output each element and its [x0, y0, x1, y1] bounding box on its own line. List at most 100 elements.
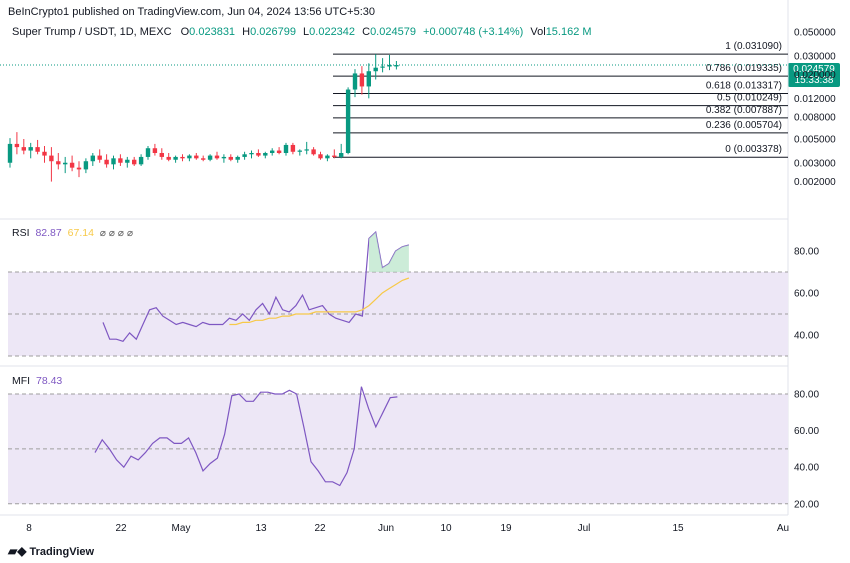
eye-off-icon[interactable]: ⌀ [117, 228, 124, 239]
ohlc-change: +0.000748 (+3.14%) [423, 26, 524, 38]
ohlc-open-label: O [180, 26, 190, 38]
candle-body [180, 156, 185, 159]
volume-value: 15.162 M [545, 26, 592, 38]
price-tick-label: 0.005000 [794, 135, 836, 146]
candle-body [49, 155, 54, 162]
candle-body [214, 155, 220, 159]
price-axis: 0.050000 0.030000 0.020000 0.012000 0.008000… [794, 28, 836, 189]
ohlc-high-value: 0.026799 [250, 26, 296, 38]
rsi-value: 82.87 [35, 227, 62, 239]
candle-body [35, 147, 40, 152]
fib-level-label: 0.5 (0.010249) [717, 93, 782, 104]
candle-body [270, 150, 275, 154]
ohlc-high-label: H [242, 26, 251, 38]
eye-off-icon[interactable]: ⌀ [126, 228, 133, 239]
ohlc-low-value: 0.022342 [309, 26, 356, 38]
fib-level-label: 0.786 (0.019335) [706, 63, 782, 74]
candle-body [276, 150, 282, 154]
last-price-value: 0.024579 [793, 64, 835, 75]
candle-body [318, 154, 323, 159]
candle-body [194, 155, 199, 159]
eye-off-icon[interactable]: ⌀ [108, 228, 115, 239]
candle-body [283, 144, 289, 154]
candle-body [104, 159, 109, 165]
candle-body [325, 155, 330, 159]
candle-body [359, 73, 365, 87]
ohlc-close-label: C [362, 26, 371, 38]
price-tick-label: 0.003000 [794, 158, 836, 169]
candle-body [394, 65, 399, 67]
time-tick-label: 13 [255, 523, 267, 534]
candle-body [235, 156, 240, 160]
candle-body [132, 159, 137, 165]
volume-label: Vol [530, 26, 546, 38]
candle-body [111, 158, 116, 165]
mfi-line [94, 386, 398, 487]
candle-body [332, 155, 337, 157]
candle-body [297, 150, 302, 152]
candle-body [152, 148, 158, 154]
published-line: BeInCrypto1 published on TradingView.com… [8, 6, 376, 18]
time-tick-label: 22 [115, 523, 127, 534]
candle-body [228, 156, 233, 160]
time-tick-label: 22 [314, 523, 326, 534]
candle-body [263, 153, 268, 156]
price-tick-label: 0.030000 [794, 51, 836, 62]
candle-body [304, 149, 309, 151]
time-axis: 8 22 May 13 22 Jun 10 19 Jul 15 Au [26, 523, 789, 534]
fib-retracement[interactable]: 1 (0.031090) 0.786 (0.019335) 0.618 (0.013… [333, 41, 788, 158]
candle-body [118, 158, 123, 163]
candle-body [242, 154, 247, 157]
ohlc-close-value: 0.024579 [370, 26, 416, 38]
rsi-pane: 80.00 60.00 40.00 [8, 230, 819, 357]
candle-body [173, 156, 178, 160]
candle-body [249, 153, 254, 155]
last-price-tag: 0.024579 15:33:38 [788, 63, 840, 87]
mfi-tick-label: 20.00 [794, 499, 819, 510]
candle-body [21, 147, 26, 151]
mfi-tick-label: 60.00 [794, 426, 819, 437]
oscillator-band [8, 272, 788, 356]
candle-body [187, 155, 192, 159]
candle-body [83, 161, 89, 170]
candle-body [97, 155, 102, 160]
time-tick-label: 19 [500, 523, 512, 534]
price-tick-label: 0.008000 [794, 113, 836, 124]
mfi-value: 78.43 [36, 375, 63, 387]
rsi-line-ma [229, 277, 410, 326]
candle-body [345, 89, 351, 154]
price-tick-label: 0.050000 [794, 28, 836, 39]
candle-body [7, 143, 13, 163]
mfi-label[interactable]: MFI [12, 375, 31, 387]
ohlc-open-value: 0.023831 [189, 26, 236, 38]
candle-body [221, 156, 227, 159]
candle-body [69, 162, 75, 168]
candle-body [201, 158, 206, 160]
candle-body [387, 64, 392, 67]
fib-level-label: 0.382 (0.007887) [706, 105, 782, 116]
rsi-tick-label: 40.00 [794, 331, 819, 342]
candle-body [63, 162, 68, 165]
candle-body [138, 156, 144, 165]
eye-off-icon[interactable]: ⌀ [99, 228, 106, 239]
candlestick-series [7, 54, 399, 182]
rsi-tick-label: 80.00 [794, 247, 819, 258]
rsi-line [102, 230, 410, 342]
rsi-label[interactable]: RSI [12, 227, 30, 239]
rsi-ma-value: 67.14 [67, 227, 94, 239]
time-tick-label: Au [777, 523, 789, 534]
fib-level-label: 0.618 (0.013317) [706, 80, 782, 91]
time-tick-label: May [172, 523, 191, 534]
candle-body [290, 144, 296, 152]
mfi-tick-label: 40.00 [794, 463, 819, 474]
time-tick-label: Jul [578, 523, 591, 534]
symbol-title[interactable]: Super Trump / USDT, 1D, MEXC [12, 26, 172, 38]
candle-body [159, 153, 164, 157]
rsi-tick-label: 60.00 [794, 289, 819, 300]
time-tick-label: Jun [378, 523, 394, 534]
rsi-legend: RSI 82.87 67.14 ⌀ ⌀ ⌀ ⌀ [12, 227, 133, 239]
price-tick-label: 0.020000 [794, 70, 836, 81]
symbol-info-row: Super Trump / USDT, 1D, MEXC O0.023831 H… [12, 26, 592, 38]
candle-body [339, 153, 344, 157]
